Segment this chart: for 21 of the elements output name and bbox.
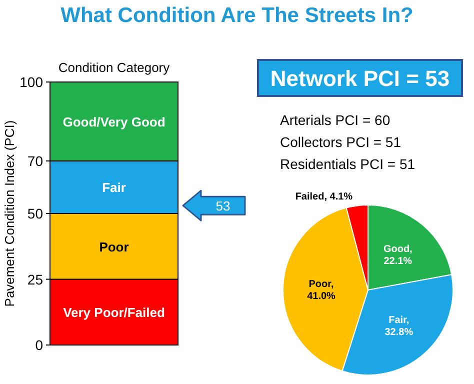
series-label: Good/Very Good	[62, 114, 166, 130]
y-tick-label: 100	[20, 74, 44, 90]
y-tick-label: 50	[27, 206, 44, 222]
slice-label: Failed, 4.1%	[295, 192, 353, 203]
slice-label: Good, 22.1%	[383, 244, 413, 268]
text: Arterials PCI = 60	[280, 112, 390, 128]
text: Residentials PCI = 51	[280, 156, 416, 172]
chart-title: Network PCI = 53	[270, 66, 450, 91]
slice-label: Poor, 41.0%	[307, 278, 336, 302]
text: Collectors PCI = 51	[280, 134, 402, 150]
text: What Condition Are The Streets In?	[60, 4, 414, 27]
text: 53	[216, 198, 230, 214]
series-label: Very Poor/Failed	[63, 305, 165, 320]
y-tick-label: 25	[27, 271, 44, 288]
chart-subtitle: Condition Category	[58, 60, 170, 75]
y-axis-title: Pavement Condition Index (PCI)	[2, 120, 17, 307]
y-tick-label: 70	[27, 152, 44, 169]
slice-label: Fair, 32.8%	[384, 315, 414, 338]
series-label: Poor	[99, 239, 129, 254]
series-label: Fair	[102, 180, 126, 196]
y-tick-label: 0	[35, 337, 44, 353]
